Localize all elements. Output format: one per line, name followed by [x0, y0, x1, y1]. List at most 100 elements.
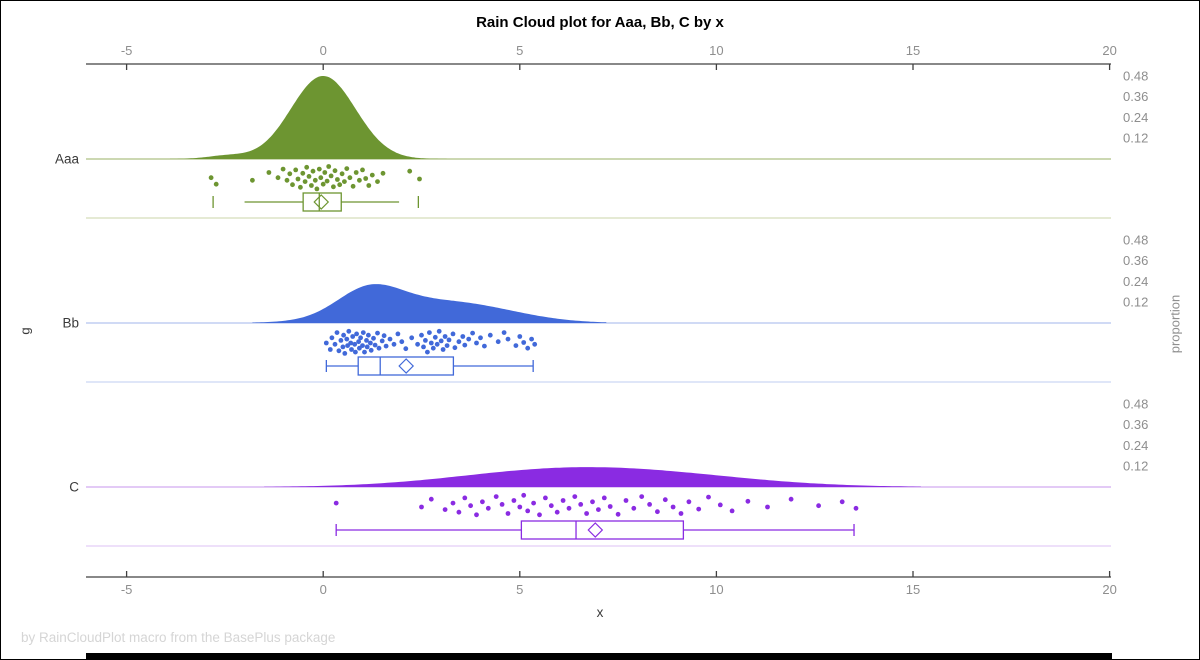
scatter-point: [487, 332, 493, 338]
scatter-point: [368, 347, 374, 353]
scatter-point: [513, 343, 519, 348]
scatter-point: [336, 348, 342, 354]
scatter-point: [376, 345, 382, 351]
scatter-point: [788, 496, 794, 502]
scatter-point: [554, 509, 560, 515]
scatter-point: [348, 340, 354, 346]
scatter-point: [415, 341, 420, 347]
scatter-point: [615, 511, 621, 517]
scatter-point: [280, 166, 286, 172]
scatter-point: [295, 176, 301, 182]
scatter-point: [501, 330, 507, 335]
scatter-point: [342, 179, 347, 185]
scatter-point: [300, 170, 306, 176]
scatter-point: [466, 336, 472, 342]
density-area-C: [264, 467, 921, 487]
scatter-point: [548, 503, 554, 509]
scatter-point: [450, 500, 456, 506]
scatter-point: [470, 330, 475, 336]
scatter-point: [366, 332, 371, 338]
scatter-point: [670, 504, 676, 510]
scatter-point: [590, 499, 595, 505]
scatter-point: [853, 505, 859, 511]
scatter-point: [537, 512, 542, 518]
scatter-point: [434, 341, 440, 347]
scatter-point: [511, 498, 517, 503]
scatter-point: [380, 170, 386, 176]
scatter-point: [310, 168, 316, 174]
scatter-point: [436, 328, 442, 334]
proportion-tick-label: 0.24: [1123, 274, 1148, 289]
scatter-point: [314, 186, 320, 192]
top-x-axis-tick-label: 0: [320, 43, 327, 58]
scatter-point: [686, 499, 692, 505]
scatter-point: [428, 340, 434, 346]
scatter-point: [631, 505, 637, 511]
scatter-point: [290, 182, 295, 188]
scatter-point: [446, 337, 452, 343]
scatter-point: [450, 331, 456, 337]
bottom-x-axis-tick-label: 5: [516, 582, 523, 597]
scatter-point: [560, 498, 566, 503]
scatter-point: [298, 184, 303, 190]
scatter-point: [442, 334, 448, 339]
scatter-point: [478, 335, 483, 341]
scatter-point: [521, 492, 527, 498]
proportion-tick-label: 0.36: [1123, 417, 1148, 432]
top-x-axis-tick-label: -5: [121, 43, 133, 58]
mean-diamond: [398, 358, 415, 374]
scatter-point: [346, 328, 352, 334]
scatter-point: [474, 340, 479, 346]
scatter-point: [474, 512, 479, 518]
scatter-point: [358, 335, 363, 341]
scatter-point: [364, 338, 369, 343]
scatter-point: [340, 344, 346, 350]
scatter-point: [337, 182, 343, 188]
scatter-point: [349, 347, 354, 352]
scatter-point: [601, 495, 607, 501]
proportion-tick-label: 0.12: [1123, 459, 1148, 474]
scatter-point: [350, 183, 356, 189]
scatter-point: [444, 343, 450, 348]
scatter-point: [293, 167, 299, 173]
scatter-point: [430, 345, 436, 351]
bottom-x-axis-tick-label: 20: [1102, 582, 1116, 597]
scatter-point: [495, 339, 501, 345]
scatter-point: [468, 503, 473, 509]
scatter-point: [368, 340, 373, 346]
right-axis-title: proportion: [1167, 294, 1183, 354]
scatter-point: [425, 349, 430, 355]
bottom-scrollbar[interactable]: [86, 653, 1112, 659]
scatter-point: [371, 335, 376, 341]
scatter-point: [456, 509, 462, 515]
scatter-point: [696, 506, 702, 512]
scatter-point: [306, 174, 312, 179]
scatter-point: [438, 338, 444, 344]
scatter-point: [344, 166, 350, 172]
scatter-point: [353, 170, 359, 175]
scatter-point: [323, 340, 329, 346]
scatter-point: [328, 173, 334, 179]
scatter-point: [287, 171, 293, 177]
footer-note: by RainCloudPlot macro from the BasePlus…: [21, 630, 336, 645]
scatter-point: [275, 175, 281, 181]
scatter-point: [485, 505, 491, 511]
proportion-tick-label: 0.48: [1123, 396, 1148, 411]
mean-diamond: [313, 194, 330, 210]
scatter-point: [765, 504, 770, 510]
scatter-point: [333, 500, 339, 506]
scatter-point: [566, 505, 572, 511]
scatter-point: [357, 177, 362, 183]
scatter-point: [342, 351, 348, 356]
scatter-point: [344, 336, 350, 342]
chart-title: Rain Cloud plot for Aaa, Bb, C by x: [476, 14, 724, 31]
scatter-point: [678, 511, 684, 516]
scatter-point: [360, 167, 365, 173]
x-axis-title: x: [596, 605, 604, 620]
scatter-point: [440, 347, 446, 352]
proportion-tick-label: 0.36: [1123, 253, 1148, 268]
scatter-point: [427, 330, 432, 335]
scatter-point: [460, 334, 466, 339]
